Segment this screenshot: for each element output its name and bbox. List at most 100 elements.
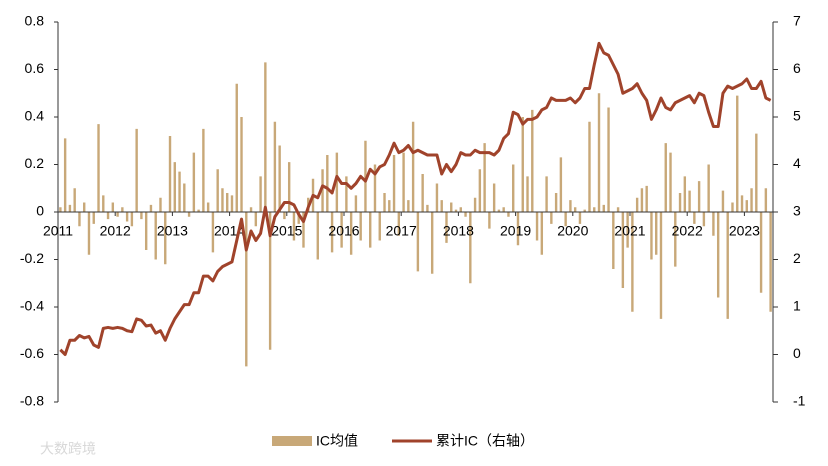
- bar: [721, 190, 725, 212]
- watermark: 大数跨境: [40, 441, 96, 457]
- bar: [478, 169, 482, 212]
- bar: [321, 169, 324, 212]
- bar: [516, 212, 520, 246]
- y-tick-label: 0.2: [25, 155, 45, 171]
- x-tick-label: 2018: [443, 223, 474, 239]
- y2-tick-label: 1: [793, 298, 801, 314]
- bar: [154, 212, 157, 260]
- legend-swatch: [272, 436, 312, 446]
- bar: [249, 207, 253, 212]
- bar: [211, 212, 215, 253]
- bar: [268, 212, 272, 350]
- bar: [597, 93, 601, 212]
- bar: [264, 62, 267, 212]
- bar: [259, 176, 262, 212]
- bar: [712, 212, 715, 236]
- bar: [540, 212, 544, 255]
- bar: [83, 202, 86, 212]
- bar: [240, 117, 243, 212]
- y-tick-label: 0.4: [25, 108, 45, 124]
- y-tick-label: -0.2: [20, 250, 44, 266]
- bar: [492, 183, 496, 212]
- bar: [78, 212, 81, 227]
- bar: [164, 212, 167, 265]
- bar: [545, 176, 548, 212]
- bar: [202, 128, 205, 212]
- bar: [531, 109, 534, 212]
- bar: [464, 212, 467, 217]
- bar: [197, 209, 200, 212]
- bar: [550, 212, 553, 224]
- bar: [716, 212, 720, 298]
- bar: [664, 143, 667, 212]
- bar: [230, 195, 234, 212]
- bar: [621, 212, 625, 288]
- bar: [187, 212, 191, 217]
- bar: [564, 212, 567, 227]
- bar: [764, 188, 768, 212]
- bar: [488, 212, 491, 229]
- bar: [640, 188, 644, 212]
- bar: [330, 212, 334, 253]
- bar: [411, 121, 415, 212]
- bar: [273, 121, 277, 212]
- x-tick-label: 2019: [500, 223, 531, 239]
- legend-label: 累计IC（右轴）: [436, 433, 534, 449]
- bar: [502, 207, 505, 212]
- y2-tick-label: 0: [793, 345, 801, 361]
- bar: [559, 157, 563, 212]
- bar: [655, 212, 658, 255]
- bar: [659, 212, 663, 319]
- bar: [578, 212, 582, 224]
- x-tick-label: 2022: [672, 223, 703, 239]
- bar: [402, 152, 405, 212]
- y2-tick-label: 3: [793, 203, 801, 219]
- bar: [416, 212, 420, 272]
- bar: [435, 183, 439, 212]
- bar: [102, 195, 105, 212]
- bar: [87, 212, 91, 255]
- bar: [97, 124, 100, 212]
- bar: [392, 155, 396, 212]
- bar: [173, 162, 176, 212]
- y-tick-label: -0.4: [20, 298, 44, 314]
- bar: [354, 195, 358, 212]
- bar: [221, 188, 224, 212]
- bar: [483, 143, 486, 212]
- y2-tick-label: 6: [793, 60, 801, 76]
- bar: [426, 204, 429, 212]
- bar: [135, 128, 138, 212]
- bar: [140, 212, 143, 220]
- bar: [245, 212, 248, 367]
- bar: [674, 212, 677, 267]
- bar: [159, 197, 162, 212]
- y2-tick-label: 4: [793, 155, 801, 171]
- bar: [759, 212, 763, 293]
- bar: [740, 195, 744, 212]
- bar: [383, 193, 386, 212]
- bar: [602, 204, 605, 212]
- bar: [645, 185, 648, 212]
- bar: [378, 212, 381, 241]
- bar: [497, 209, 501, 212]
- x-tick-label: 2015: [271, 223, 302, 239]
- bar: [340, 212, 343, 248]
- bar: [430, 212, 434, 274]
- x-tick-label: 2017: [386, 223, 417, 239]
- bar: [168, 136, 172, 212]
- bar: [726, 212, 729, 319]
- bar: [607, 107, 610, 212]
- bar: [421, 174, 424, 212]
- bar: [626, 212, 629, 248]
- bar: [283, 212, 286, 220]
- bar: [302, 212, 305, 248]
- y-tick-label: 0.6: [25, 60, 45, 76]
- y-tick-label: -0.8: [20, 393, 44, 409]
- bar: [144, 212, 148, 250]
- bar: [688, 190, 691, 212]
- bar: [73, 188, 76, 212]
- y-tick-label: 0.8: [25, 13, 45, 29]
- bar: [297, 212, 300, 224]
- bar: [588, 121, 591, 212]
